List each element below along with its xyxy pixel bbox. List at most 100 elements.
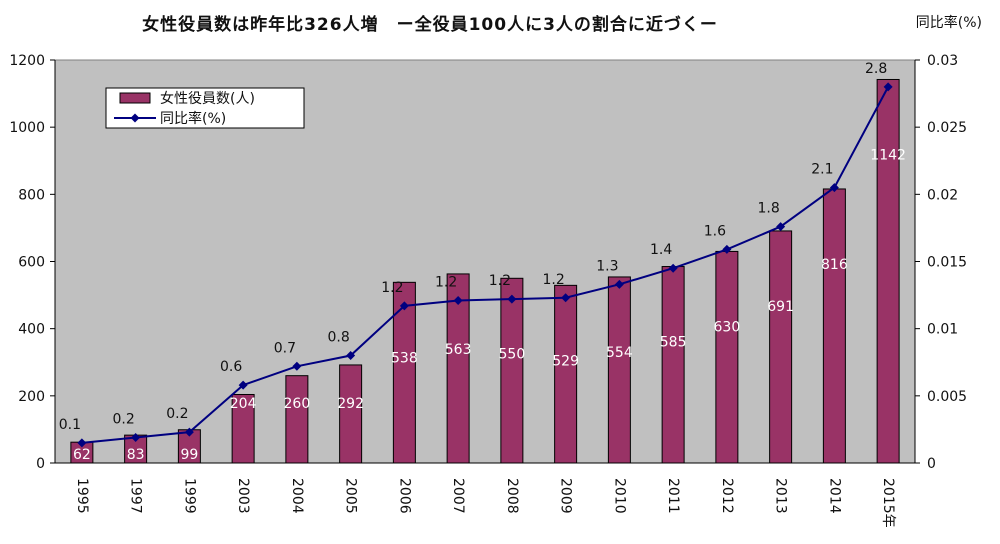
bar-value-label: 292 — [337, 396, 364, 412]
rate-data-label: 1.2 — [381, 280, 403, 296]
rate-data-label: 1.3 — [596, 258, 618, 274]
x-tick-label: 1997 — [128, 478, 144, 514]
left-tick-label: 0 — [36, 456, 45, 472]
bar-value-label: 585 — [660, 335, 687, 351]
x-tick-label: 2005 — [343, 478, 359, 514]
bar — [876, 78, 900, 464]
rate-data-label: 0.2 — [112, 411, 134, 427]
right-tick-label: 0.01 — [927, 322, 958, 338]
legend-bar-swatch — [119, 92, 151, 104]
left-tick-label: 600 — [18, 255, 45, 271]
right-tick-label: 0.025 — [927, 120, 967, 136]
bar — [231, 393, 255, 464]
bar — [769, 230, 793, 464]
bar — [285, 375, 309, 464]
x-tick-label: 2006 — [396, 478, 412, 514]
right-tick-label: 0.02 — [927, 187, 958, 203]
rate-point — [346, 351, 356, 361]
bar — [446, 273, 470, 464]
left-tick-label: 1200 — [9, 53, 45, 69]
bar-value-label: 563 — [445, 342, 472, 358]
bar-value-label: 529 — [552, 353, 579, 369]
rate-line — [81, 86, 890, 444]
bar-value-label: 83 — [127, 447, 145, 463]
bar — [661, 266, 685, 464]
left-tick-label: 400 — [18, 322, 45, 338]
rate-point — [883, 82, 893, 92]
bar-value-label: 554 — [606, 345, 633, 361]
legend-line-marker — [130, 113, 140, 123]
bar-value-label: 62 — [73, 447, 91, 463]
x-tick-label: 2008 — [504, 478, 520, 514]
x-tick-label: 1995 — [74, 478, 90, 514]
left-tick-label: 200 — [18, 389, 45, 405]
rate-point — [722, 244, 732, 254]
bar-value-label: 550 — [499, 346, 526, 362]
x-tick-label: 2014 — [826, 478, 842, 514]
legend-bar-label: 女性役員数(人) — [160, 90, 255, 107]
left-tick-label: 800 — [18, 187, 45, 203]
x-tick-label: 2010 — [611, 478, 627, 514]
rate-point — [292, 361, 302, 371]
left-tick-label: 1000 — [9, 120, 45, 136]
right-tick-label: 0.015 — [927, 255, 967, 271]
x-tick-label: 2013 — [773, 478, 789, 514]
rate-data-label: 1.6 — [704, 223, 726, 239]
x-tick-label: 2003 — [235, 478, 251, 514]
rate-point — [614, 279, 624, 289]
rate-point — [561, 293, 571, 303]
bar — [392, 281, 416, 464]
bar-value-label: 260 — [284, 396, 311, 412]
rate-point — [131, 432, 141, 442]
right-tick-label: 0.005 — [927, 389, 967, 405]
bar — [822, 188, 846, 464]
right-tick-label: 0.03 — [927, 53, 958, 69]
bar-value-label: 538 — [391, 350, 418, 366]
x-tick-label: 2009 — [558, 478, 574, 514]
right-tick-label: 0 — [927, 456, 936, 472]
x-tick-label: 2004 — [289, 478, 305, 514]
x-tick-label: 2012 — [719, 478, 735, 514]
bar — [554, 284, 578, 464]
rate-data-label: 0.1 — [59, 417, 81, 433]
rate-point — [399, 301, 409, 311]
bar-value-label: 204 — [230, 396, 257, 412]
rate-data-label: 0.8 — [327, 330, 349, 346]
rate-data-label: 0.6 — [220, 359, 242, 375]
bar — [500, 277, 524, 464]
rate-data-label: 1.2 — [542, 272, 564, 288]
bar-value-label: 99 — [180, 447, 198, 463]
rate-point — [77, 438, 87, 448]
chart-title: 女性役員数は昨年比326人増 ー全役員100人に3人の割合に近づくー — [142, 15, 718, 35]
rate-point — [453, 295, 463, 305]
rate-point — [507, 294, 517, 304]
legend-box — [105, 87, 305, 129]
bar — [607, 276, 631, 464]
rate-data-label: 1.2 — [435, 274, 457, 290]
x-tick-label: 2007 — [450, 478, 466, 514]
rate-data-label: 1.4 — [650, 242, 672, 258]
rate-data-label: 2.1 — [811, 162, 833, 178]
rate-point — [238, 380, 248, 390]
x-tick-label: 2011 — [665, 478, 681, 514]
rate-point — [668, 263, 678, 273]
bar-value-label: 816 — [821, 257, 848, 273]
x-tick-label: 2015年 — [880, 478, 896, 528]
bar — [715, 250, 739, 464]
rate-point — [776, 222, 786, 232]
right-axis-title: 同比率(%) — [915, 15, 982, 31]
rate-data-label: 1.8 — [757, 201, 779, 217]
rate-data-label: 1.2 — [489, 273, 511, 289]
legend-line-label: 同比率(%) — [160, 110, 226, 127]
bar-value-label: 630 — [714, 319, 741, 335]
rate-point — [829, 183, 839, 193]
bar — [339, 364, 363, 464]
rate-data-label: 2.8 — [865, 61, 887, 77]
rate-data-label: 0.2 — [166, 406, 188, 422]
bar-value-label: 1142 — [870, 147, 906, 163]
rate-data-label: 0.7 — [274, 340, 296, 356]
rate-point — [184, 427, 194, 437]
bar-value-label: 691 — [767, 299, 794, 315]
x-tick-label: 1999 — [181, 478, 197, 514]
